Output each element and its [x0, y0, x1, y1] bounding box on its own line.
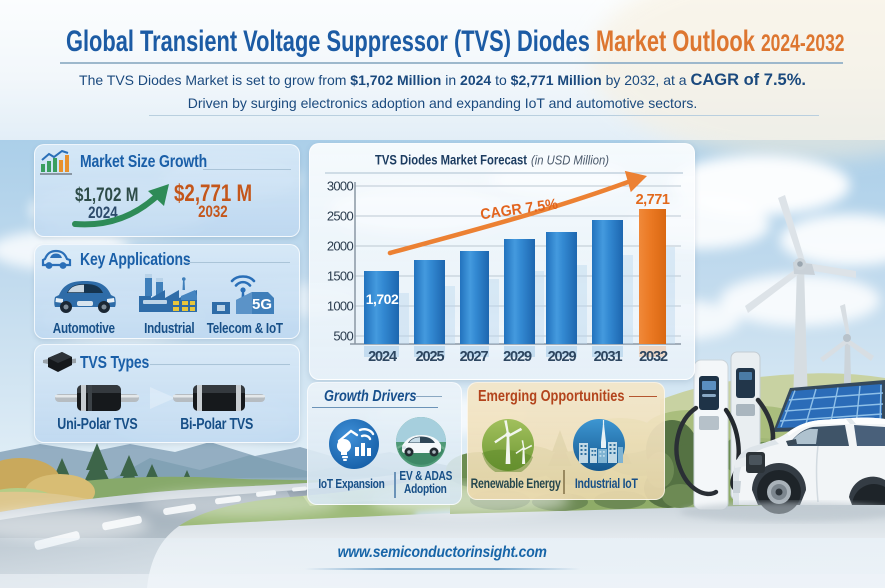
- svg-text:2000: 2000: [327, 238, 354, 253]
- svg-text:2500: 2500: [327, 208, 354, 223]
- svg-text:2031: 2031: [594, 349, 623, 365]
- svg-text:1000: 1000: [327, 298, 354, 313]
- svg-text:2029: 2029: [503, 349, 532, 365]
- svg-text:2,771: 2,771: [636, 192, 670, 208]
- svg-text:500: 500: [333, 328, 353, 343]
- svg-text:1,702: 1,702: [366, 291, 399, 307]
- svg-text:2024: 2024: [368, 349, 397, 365]
- svg-text:2027: 2027: [460, 349, 489, 365]
- svg-text:2032: 2032: [639, 349, 668, 365]
- svg-text:2029: 2029: [548, 349, 577, 365]
- svg-text:(in USD Million): (in USD Million): [531, 154, 609, 168]
- svg-text:5G: 5G: [252, 296, 272, 313]
- svg-text:2025: 2025: [416, 349, 445, 365]
- svg-text:3000: 3000: [327, 178, 354, 193]
- svg-text:1500: 1500: [327, 268, 354, 283]
- svg-text:TVS Diodes Market Forecast: TVS Diodes Market Forecast: [375, 153, 527, 168]
